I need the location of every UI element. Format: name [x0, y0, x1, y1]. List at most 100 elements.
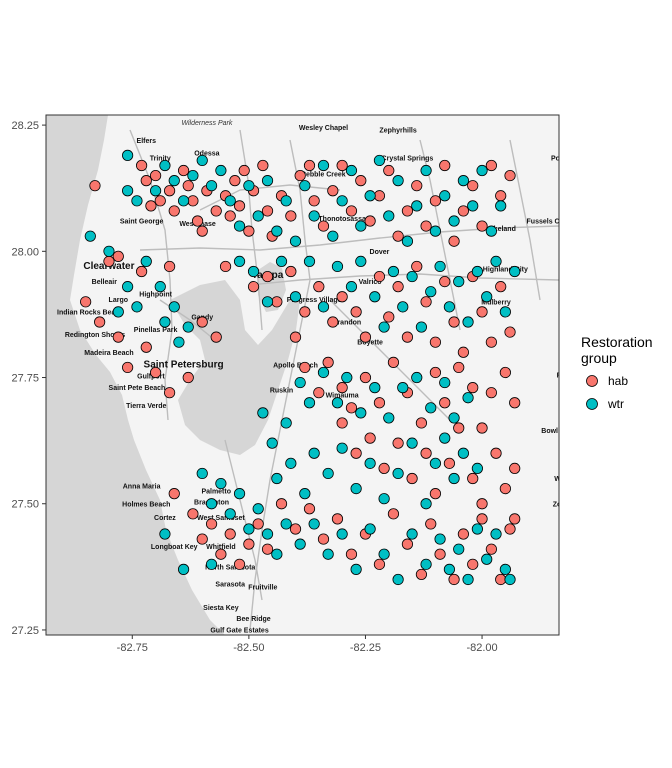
place-label: Trinity — [150, 155, 171, 162]
point-wtr — [294, 538, 306, 550]
point-hab — [289, 523, 302, 535]
place-label: Madeira Beach — [84, 350, 133, 357]
point-hab — [504, 326, 516, 338]
legend-label-hab: hab — [608, 374, 628, 388]
point-hab — [439, 159, 451, 172]
point-wtr — [205, 498, 218, 510]
point-hab — [359, 371, 372, 384]
point-hab — [420, 447, 432, 459]
point-wtr — [471, 265, 483, 278]
point-hab — [415, 568, 428, 581]
point-wtr — [303, 255, 316, 268]
point-hab — [453, 422, 465, 434]
point-wtr — [280, 417, 292, 429]
point-hab — [313, 387, 325, 399]
point-wtr — [462, 392, 474, 404]
point-hab — [308, 195, 320, 207]
point-hab — [453, 361, 465, 374]
point-hab — [429, 195, 442, 207]
place-label: Zolfo Springs — [553, 501, 598, 508]
gulf-water — [46, 115, 225, 635]
point-hab — [509, 462, 521, 474]
point-wtr — [159, 316, 171, 328]
place-label: Holmes Beach — [122, 501, 170, 508]
point-wtr — [289, 291, 302, 303]
point-wtr — [387, 265, 400, 278]
point-wtr — [173, 336, 185, 348]
point-hab — [140, 341, 152, 353]
point-hab — [136, 159, 148, 172]
point-wtr — [261, 528, 274, 540]
point-hab — [490, 447, 502, 459]
point-hab — [383, 164, 395, 177]
point-wtr — [476, 164, 488, 177]
place-label: Lakeland — [486, 226, 516, 233]
point-hab — [457, 346, 469, 358]
point-hab — [233, 558, 246, 570]
point-hab — [205, 518, 218, 530]
place-label: Odessa — [194, 150, 219, 157]
point-wtr — [490, 255, 502, 268]
place-label: Thonotosassa — [318, 216, 366, 223]
point-wtr — [154, 281, 166, 293]
point-hab — [261, 543, 274, 555]
point-wtr — [425, 402, 437, 414]
y-tick-label: 27.50 — [11, 499, 39, 511]
point-hab — [345, 402, 358, 414]
point-wtr — [168, 301, 180, 313]
point-wtr — [499, 563, 511, 575]
point-hab — [476, 422, 488, 434]
point-wtr — [369, 291, 381, 303]
point-wtr — [420, 164, 432, 177]
place-label: Wilderness Park — [181, 120, 232, 127]
point-hab — [434, 548, 446, 560]
point-hab — [457, 205, 469, 217]
point-hab — [401, 538, 414, 550]
point-wtr — [350, 482, 362, 495]
place-label: Wauchula — [554, 476, 587, 483]
point-wtr — [84, 230, 96, 242]
point-hab — [476, 220, 488, 232]
point-wtr — [317, 301, 330, 313]
point-hab — [261, 205, 274, 217]
point-wtr — [177, 195, 190, 207]
point-hab — [467, 558, 479, 570]
place-label: Ruskin — [270, 388, 293, 395]
point-hab — [122, 361, 134, 374]
point-wtr — [509, 265, 521, 278]
point-hab — [443, 457, 456, 469]
point-wtr — [439, 432, 451, 444]
place-label: Fruitville — [248, 585, 277, 592]
point-wtr — [205, 180, 218, 192]
point-hab — [495, 281, 507, 293]
point-hab — [215, 548, 227, 560]
point-wtr — [233, 488, 246, 500]
point-wtr — [448, 215, 460, 227]
point-hab — [387, 508, 400, 520]
point-hab — [89, 180, 101, 192]
point-wtr — [411, 200, 423, 212]
point-hab — [154, 195, 166, 207]
point-hab — [504, 523, 516, 535]
point-hab — [495, 190, 507, 202]
point-wtr — [462, 573, 474, 586]
point-wtr — [271, 472, 283, 485]
point-hab — [257, 159, 269, 172]
point-hab — [485, 387, 497, 399]
point-hab — [373, 270, 386, 283]
place-label: Apollo Beach — [273, 362, 318, 369]
point-hab — [373, 397, 386, 409]
point-wtr — [471, 462, 483, 474]
point-hab — [294, 169, 306, 182]
point-wtr — [205, 558, 218, 570]
point-hab — [495, 573, 507, 586]
point-wtr — [215, 477, 227, 490]
point-hab — [275, 498, 288, 510]
y-axis: 28.25 28.00 27.75 27.50 27.25 — [11, 120, 46, 637]
point-wtr — [425, 286, 437, 298]
point-hab — [504, 169, 516, 182]
point-hab — [373, 558, 386, 570]
point-hab — [336, 382, 348, 394]
point-hab — [313, 281, 325, 293]
point-wtr — [261, 296, 274, 308]
